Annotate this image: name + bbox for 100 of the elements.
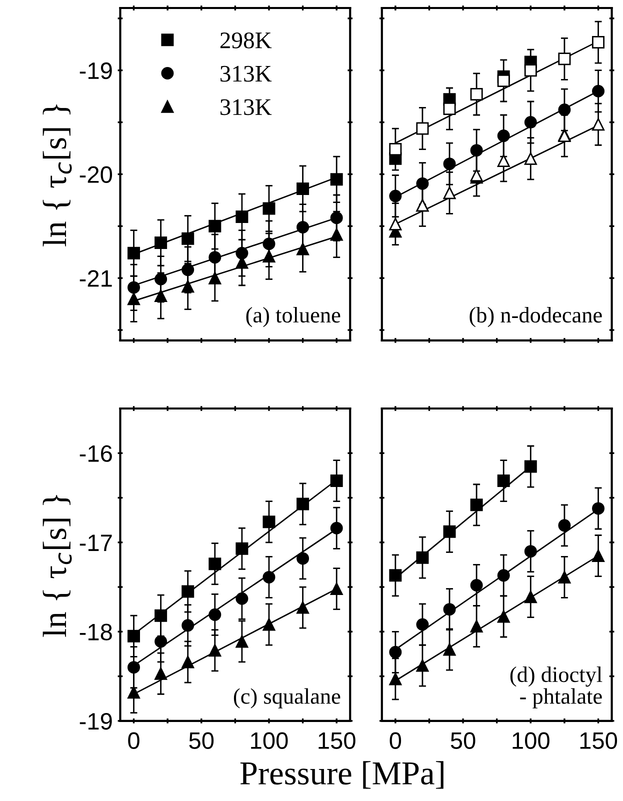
point bbox=[497, 74, 510, 87]
point bbox=[524, 590, 537, 604]
legend-label: 298K bbox=[220, 32, 272, 48]
x-tick-label: 50 bbox=[189, 732, 214, 750]
point bbox=[236, 635, 248, 648]
point bbox=[592, 84, 605, 98]
point bbox=[236, 592, 248, 605]
point bbox=[497, 610, 510, 623]
point bbox=[558, 570, 571, 584]
point bbox=[154, 290, 168, 302]
point bbox=[524, 545, 537, 558]
y-tick-label: -16 bbox=[80, 445, 112, 462]
point bbox=[208, 251, 222, 264]
legend-label: 313K bbox=[220, 99, 272, 116]
point bbox=[182, 280, 194, 293]
annotation: (d) dioctyl - phtalate bbox=[510, 666, 602, 708]
point bbox=[389, 672, 402, 686]
point bbox=[443, 603, 456, 616]
point bbox=[416, 659, 429, 672]
point bbox=[262, 238, 276, 250]
point bbox=[154, 609, 168, 622]
point bbox=[497, 474, 510, 488]
y-tick-label: -19 bbox=[80, 62, 112, 80]
point bbox=[182, 232, 194, 245]
annotation: (b) n-dodecane bbox=[470, 306, 602, 328]
point bbox=[154, 635, 168, 648]
point bbox=[330, 228, 343, 241]
y-tick-label: -17 bbox=[80, 534, 112, 551]
point bbox=[262, 202, 276, 215]
point bbox=[296, 220, 310, 234]
x-tick-label: 0 bbox=[390, 732, 402, 750]
point bbox=[208, 558, 222, 570]
point bbox=[262, 570, 276, 584]
y-tick-label: -18 bbox=[80, 624, 112, 640]
point bbox=[128, 661, 140, 674]
point bbox=[330, 474, 343, 488]
point bbox=[389, 569, 402, 582]
point bbox=[389, 218, 402, 230]
point bbox=[262, 618, 276, 631]
point bbox=[296, 552, 310, 565]
point bbox=[443, 158, 456, 170]
point bbox=[470, 144, 483, 157]
point bbox=[389, 646, 402, 658]
point bbox=[443, 186, 456, 200]
point bbox=[128, 686, 140, 699]
point bbox=[330, 522, 343, 534]
point bbox=[296, 601, 310, 614]
y-tick-label: -21 bbox=[80, 270, 112, 287]
point bbox=[236, 542, 248, 555]
y-axis-title: ln { τ$_{c}$[s] } bbox=[42, 495, 72, 637]
point bbox=[128, 292, 140, 306]
point bbox=[470, 88, 483, 100]
x-tick-label: 50 bbox=[450, 732, 476, 750]
x-tick-label: 100 bbox=[512, 732, 550, 750]
point bbox=[182, 585, 194, 598]
point bbox=[128, 281, 140, 294]
x-axis-title: Pressure [MPa] bbox=[240, 761, 444, 789]
point bbox=[497, 569, 510, 582]
point bbox=[154, 272, 168, 286]
point bbox=[330, 212, 343, 224]
point bbox=[416, 177, 429, 190]
point bbox=[296, 242, 310, 256]
point bbox=[128, 246, 140, 260]
point bbox=[558, 519, 571, 532]
point bbox=[470, 578, 483, 592]
point bbox=[236, 246, 248, 260]
annotation: (c) squalane bbox=[234, 688, 340, 708]
point bbox=[236, 210, 248, 224]
point bbox=[208, 272, 222, 284]
point bbox=[443, 525, 456, 538]
point bbox=[389, 190, 402, 202]
point bbox=[296, 182, 310, 196]
y-axis-title: ln { τ$_{c}$[s] } bbox=[42, 104, 72, 246]
annotation: (a) toluene bbox=[246, 306, 340, 328]
x-tick-label: 0 bbox=[128, 732, 140, 750]
legend-label: 313K bbox=[220, 66, 272, 82]
point bbox=[524, 460, 537, 473]
point bbox=[524, 152, 537, 165]
point bbox=[524, 64, 537, 77]
point bbox=[443, 643, 456, 656]
point bbox=[592, 550, 605, 562]
x-tick-label: 150 bbox=[318, 732, 356, 750]
point bbox=[497, 154, 510, 167]
point bbox=[443, 102, 456, 116]
point bbox=[497, 130, 510, 142]
point bbox=[416, 122, 429, 135]
point bbox=[592, 118, 605, 131]
point bbox=[524, 116, 537, 129]
point bbox=[558, 52, 571, 66]
point bbox=[592, 502, 605, 515]
point bbox=[330, 582, 343, 596]
point bbox=[416, 551, 429, 564]
point bbox=[154, 236, 168, 250]
point bbox=[182, 656, 194, 668]
point bbox=[262, 250, 276, 263]
point bbox=[208, 220, 222, 232]
point bbox=[208, 644, 222, 657]
point bbox=[154, 667, 168, 680]
point bbox=[389, 143, 402, 156]
x-tick-label: 150 bbox=[580, 732, 618, 750]
